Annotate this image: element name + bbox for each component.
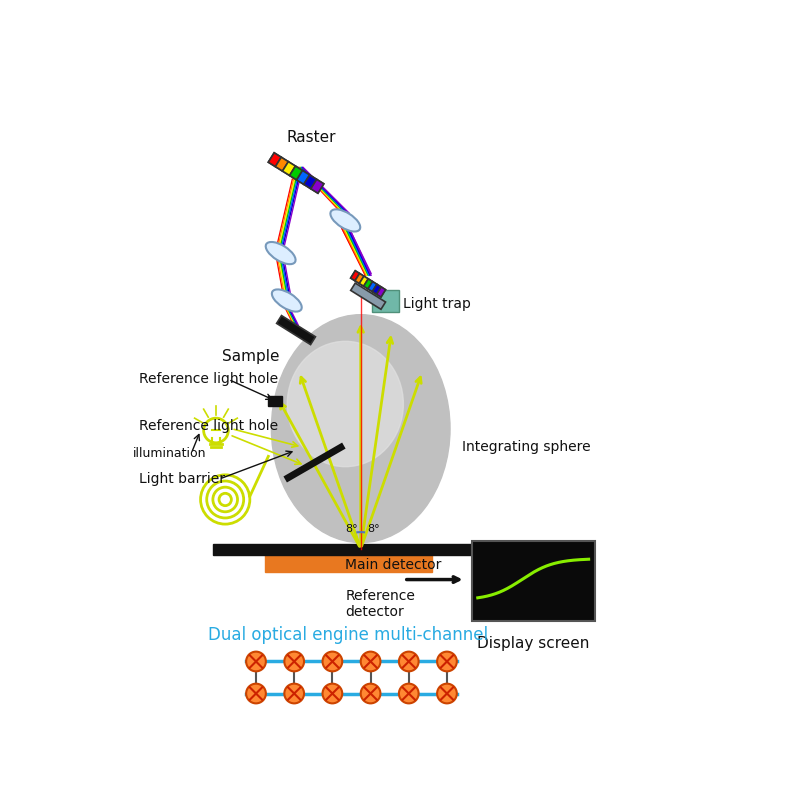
Text: 8°: 8° bbox=[367, 523, 379, 534]
Polygon shape bbox=[372, 284, 382, 294]
Polygon shape bbox=[350, 270, 359, 281]
Circle shape bbox=[284, 652, 304, 671]
Polygon shape bbox=[268, 153, 324, 194]
Text: 8°: 8° bbox=[345, 523, 358, 534]
Text: Reference
detector: Reference detector bbox=[346, 589, 415, 619]
Polygon shape bbox=[368, 282, 377, 291]
Polygon shape bbox=[268, 153, 282, 166]
Text: Raster: Raster bbox=[286, 130, 336, 146]
Polygon shape bbox=[282, 162, 295, 175]
Polygon shape bbox=[277, 315, 315, 345]
Polygon shape bbox=[304, 175, 317, 189]
Polygon shape bbox=[377, 287, 386, 297]
Text: Light barrier: Light barrier bbox=[139, 472, 225, 486]
Polygon shape bbox=[297, 170, 310, 184]
Bar bbox=[213, 544, 521, 555]
Circle shape bbox=[437, 652, 457, 671]
Text: Integrating sphere: Integrating sphere bbox=[462, 440, 591, 454]
Circle shape bbox=[246, 684, 266, 703]
Bar bbox=[268, 396, 282, 406]
Polygon shape bbox=[290, 166, 302, 180]
Bar bbox=[472, 541, 594, 621]
Text: Dual optical engine multi-channel: Dual optical engine multi-channel bbox=[208, 626, 489, 644]
Text: Reference light hole: Reference light hole bbox=[139, 372, 278, 386]
Circle shape bbox=[437, 684, 457, 703]
Circle shape bbox=[399, 652, 418, 671]
Circle shape bbox=[399, 684, 418, 703]
Ellipse shape bbox=[272, 290, 302, 312]
Polygon shape bbox=[364, 279, 373, 289]
Polygon shape bbox=[359, 276, 368, 286]
Text: Reference light hole: Reference light hole bbox=[139, 418, 278, 433]
Text: illumination: illumination bbox=[133, 446, 206, 460]
Circle shape bbox=[322, 684, 342, 703]
Ellipse shape bbox=[271, 314, 450, 542]
FancyBboxPatch shape bbox=[372, 290, 399, 311]
Text: Main detector: Main detector bbox=[346, 558, 442, 571]
Polygon shape bbox=[311, 179, 324, 194]
Text: Display screen: Display screen bbox=[477, 636, 590, 651]
Circle shape bbox=[246, 652, 266, 671]
Ellipse shape bbox=[287, 342, 403, 466]
Circle shape bbox=[361, 652, 381, 671]
Circle shape bbox=[284, 684, 304, 703]
Text: Light trap: Light trap bbox=[402, 298, 470, 311]
Ellipse shape bbox=[330, 210, 360, 231]
Text: Sample: Sample bbox=[222, 349, 280, 363]
Circle shape bbox=[322, 652, 342, 671]
Polygon shape bbox=[275, 158, 288, 171]
Polygon shape bbox=[350, 270, 386, 297]
Circle shape bbox=[361, 684, 381, 703]
Polygon shape bbox=[350, 283, 386, 310]
Polygon shape bbox=[355, 274, 364, 283]
Bar bbox=[266, 553, 431, 572]
Ellipse shape bbox=[266, 242, 295, 264]
